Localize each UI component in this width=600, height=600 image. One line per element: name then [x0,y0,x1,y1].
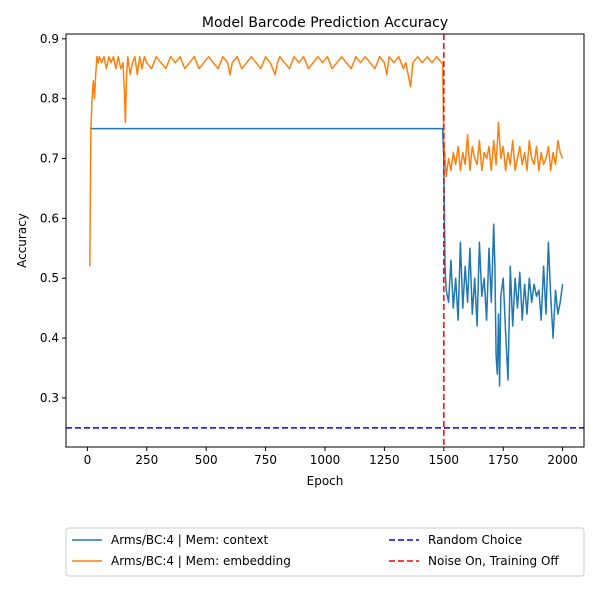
y-axis: 0.3 0.4 0.5 0.6 0.7 0.8 0.9 [40,32,66,405]
x-tick-label: 1250 [369,453,400,467]
x-tick-label: 0 [84,453,92,467]
legend-label-context: Arms/BC:4 | Mem: context [111,533,268,547]
x-tick-label: 2000 [547,453,578,467]
chart-title: Model Barcode Prediction Accuracy [202,15,448,31]
y-tick-label: 0.6 [40,211,59,225]
series-line-arms-bc-4-mem-embedding [89,55,564,267]
y-tick-label: 0.4 [40,331,59,345]
y-tick-label: 0.3 [40,391,59,405]
y-tick-label: 0.5 [40,271,59,285]
x-axis-label: Epoch [307,474,344,488]
y-tick-label: 0.8 [40,92,59,106]
legend-label-noise-on: Noise On, Training Off [428,554,559,568]
series-line-arms-bc-4-mem-context [89,127,564,387]
y-tick-label: 0.9 [40,32,59,46]
legend-label-random-choice: Random Choice [428,533,522,547]
y-axis-label: Accuracy [15,213,29,268]
y-tick-label: 0.7 [40,151,59,165]
legend-label-embedding: Arms/BC:4 | Mem: embedding [111,554,291,568]
legend-frame [65,527,585,577]
x-axis: 0 250 500 750 1000 1250 1500 1750 2000 [84,447,578,467]
x-tick-label: 1500 [429,453,460,467]
x-tick-label: 1750 [488,453,519,467]
legend: Arms/BC:4 | Mem: context Arms/BC:4 | Mem… [65,527,585,577]
x-tick-label: 500 [195,453,218,467]
x-tick-label: 1000 [310,453,341,467]
x-tick-label: 750 [254,453,277,467]
x-tick-label: 250 [135,453,158,467]
plot-area-frame [65,33,585,448]
